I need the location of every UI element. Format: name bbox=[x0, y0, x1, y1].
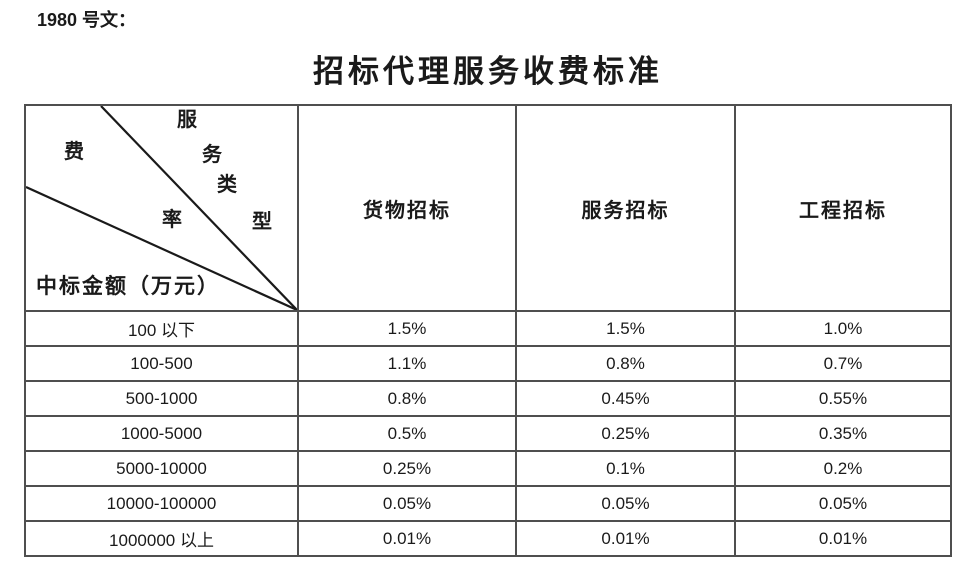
rate-cell: 0.01% bbox=[515, 520, 736, 557]
rate-cell: 0.45% bbox=[515, 380, 736, 417]
table-row: 1000000 以上 0.01% 0.01% 0.01% bbox=[24, 520, 952, 557]
page-title: 招标代理服务收费标准 bbox=[313, 54, 663, 89]
corner-service-type-char: 务 bbox=[202, 144, 222, 166]
rate-cell: 0.5% bbox=[297, 415, 517, 452]
corner-amount-label: 中标金额（万元） bbox=[36, 274, 220, 298]
rate-cell: 0.55% bbox=[734, 380, 952, 417]
rate-cell: 0.05% bbox=[297, 485, 517, 522]
corner-service-type-char: 型 bbox=[252, 211, 272, 233]
column-header-services-bidding: 服务招标 bbox=[515, 104, 736, 312]
column-header-works-bidding: 工程招标 bbox=[734, 104, 952, 312]
amount-range-cell: 500-1000 bbox=[24, 380, 299, 417]
rate-cell: 0.2% bbox=[734, 450, 952, 487]
rate-cell: 1.1% bbox=[297, 345, 517, 382]
table-header-row: 服 费 务 类 率 型 中标金额（万元） 货物招标 服务招标 工程招标 bbox=[24, 104, 952, 312]
rate-cell: 0.8% bbox=[297, 380, 517, 417]
amount-range-cell: 10000-100000 bbox=[24, 485, 299, 522]
rate-cell: 0.25% bbox=[297, 450, 517, 487]
amount-range-cell: 100-500 bbox=[24, 345, 299, 382]
rate-cell: 0.1% bbox=[515, 450, 736, 487]
rate-cell: 0.05% bbox=[734, 485, 952, 522]
corner-service-type-char: 服 bbox=[177, 109, 197, 131]
table-row: 10000-100000 0.05% 0.05% 0.05% bbox=[24, 485, 952, 522]
rate-cell: 0.01% bbox=[297, 520, 517, 557]
table-row: 1000-5000 0.5% 0.25% 0.35% bbox=[24, 415, 952, 452]
table-row: 500-1000 0.8% 0.45% 0.55% bbox=[24, 380, 952, 417]
rate-cell: 0.01% bbox=[734, 520, 952, 557]
rate-cell: 0.8% bbox=[515, 345, 736, 382]
rate-cell: 0.25% bbox=[515, 415, 736, 452]
rate-cell: 1.5% bbox=[515, 310, 736, 347]
fee-standard-table: 服 费 务 类 率 型 中标金额（万元） 货物招标 服务招标 工程招标 100 … bbox=[24, 104, 952, 557]
rate-cell: 0.05% bbox=[515, 485, 736, 522]
amount-range-cell: 100 以下 bbox=[24, 310, 299, 347]
doc-number-label: 1980 号文： bbox=[37, 10, 137, 30]
table-row: 5000-10000 0.25% 0.1% 0.2% bbox=[24, 450, 952, 487]
rate-cell: 1.0% bbox=[734, 310, 952, 347]
corner-service-type-char: 类 bbox=[217, 174, 237, 196]
corner-fee-rate-char: 费 bbox=[64, 141, 84, 163]
amount-range-cell: 1000-5000 bbox=[24, 415, 299, 452]
column-header-goods-bidding: 货物招标 bbox=[297, 104, 517, 312]
corner-fee-rate-char: 率 bbox=[162, 209, 182, 231]
diagonal-header-cell: 服 费 务 类 率 型 中标金额（万元） bbox=[24, 104, 299, 312]
amount-range-cell: 5000-10000 bbox=[24, 450, 299, 487]
rate-cell: 0.35% bbox=[734, 415, 952, 452]
diagonal-divider-lines bbox=[26, 106, 297, 310]
amount-range-cell: 1000000 以上 bbox=[24, 520, 299, 557]
table-row: 100 以下 1.5% 1.5% 1.0% bbox=[24, 310, 952, 347]
rate-cell: 1.5% bbox=[297, 310, 517, 347]
rate-cell: 0.7% bbox=[734, 345, 952, 382]
table-row: 100-500 1.1% 0.8% 0.7% bbox=[24, 345, 952, 382]
